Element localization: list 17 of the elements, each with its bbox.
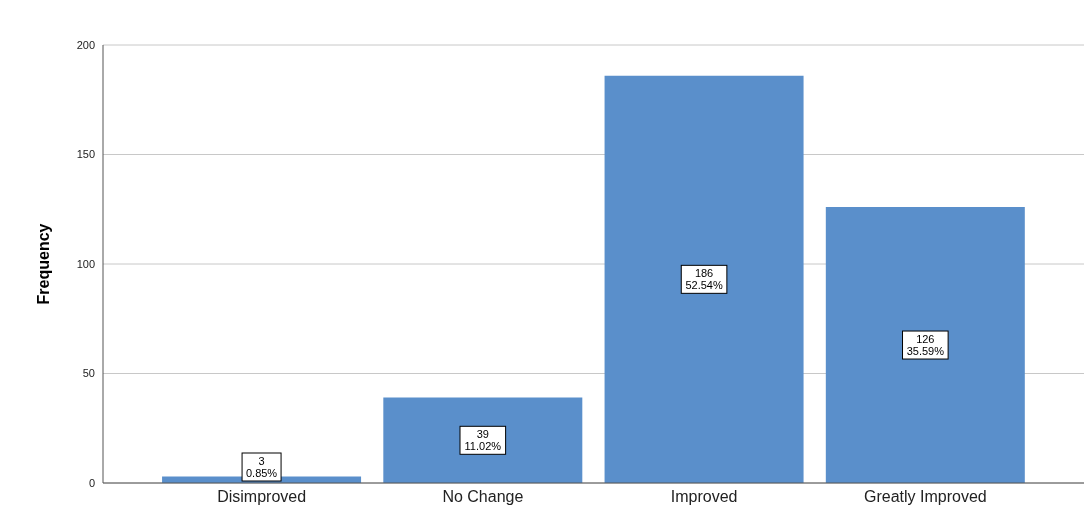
x-tick-label: Improved: [670, 488, 738, 506]
y-tick-label: 0: [88, 476, 95, 489]
y-tick-label: 150: [76, 148, 95, 161]
data-label: 126 35.59%: [906, 333, 945, 358]
y-tick-label: 50: [82, 367, 95, 380]
bar: [604, 75, 804, 483]
y-axis-title: Frequency: [34, 223, 52, 305]
y-tick-label: 100: [76, 257, 95, 270]
bar: [825, 207, 1025, 483]
data-label: 186 52.54%: [685, 267, 723, 292]
x-tick-label: Disimproved: [217, 488, 307, 506]
bar: [383, 397, 583, 483]
x-tick-label: Greatly Improved: [864, 488, 987, 506]
data-label: 39 11.02%: [464, 428, 502, 453]
y-tick-label: 200: [76, 38, 95, 51]
x-tick-label: No Change: [442, 488, 524, 506]
data-label: 3 0.85%: [245, 455, 278, 479]
